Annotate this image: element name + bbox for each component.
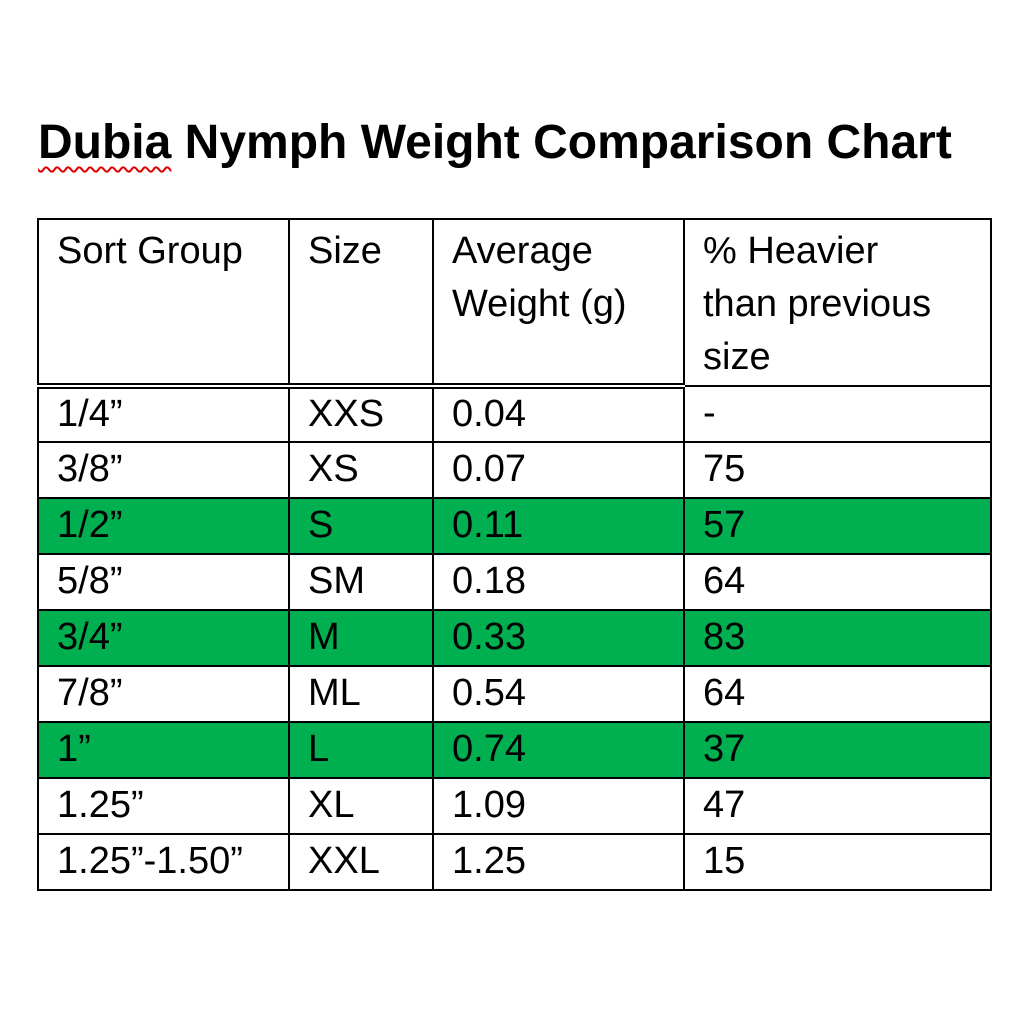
weight-comparison-table: Sort Group Size Average Weight (g) % Hea… [37, 218, 992, 891]
cell-sort-group: 3/4” [37, 608, 290, 667]
cell-sort-group: 1” [37, 720, 290, 779]
cell-sort-group: 7/8” [37, 664, 290, 723]
page-title-rest: Nymph Weight Comparison Chart [171, 116, 952, 169]
column-header-average-weight: Average Weight (g) [432, 218, 685, 389]
cell-size: L [288, 720, 434, 779]
cell-pct-heavier: 15 [683, 832, 992, 891]
cell-size: XXS [288, 384, 434, 443]
table-row: 1” L 0.74 37 [37, 720, 992, 779]
cell-sort-group: 1/2” [37, 496, 290, 555]
cell-size: ML [288, 664, 434, 723]
cell-pct-heavier: 37 [683, 720, 992, 779]
cell-pct-heavier: - [683, 384, 992, 443]
table-row: 3/8” XS 0.07 75 [37, 440, 992, 499]
cell-avg-weight: 0.54 [432, 664, 685, 723]
table-row: 1.25”-1.50” XXL 1.25 15 [37, 832, 992, 891]
header-row: Sort Group Size Average Weight (g) % Hea… [37, 218, 992, 389]
table-row: 1/2” S 0.11 57 [37, 496, 992, 555]
cell-pct-heavier: 47 [683, 776, 992, 835]
cell-sort-group: 1.25”-1.50” [37, 832, 290, 891]
table-row: 7/8” ML 0.54 64 [37, 664, 992, 723]
table-row: 5/8” SM 0.18 64 [37, 552, 992, 611]
cell-sort-group: 5/8” [37, 552, 290, 611]
table-row: 3/4” M 0.33 83 [37, 608, 992, 667]
column-header-pct-heavier: % Heavier than previous size [683, 218, 992, 387]
cell-sort-group: 3/8” [37, 440, 290, 499]
cell-avg-weight: 0.74 [432, 720, 685, 779]
cell-size: XS [288, 440, 434, 499]
cell-pct-heavier: 64 [683, 664, 992, 723]
cell-pct-heavier: 64 [683, 552, 992, 611]
cell-pct-heavier: 57 [683, 496, 992, 555]
cell-avg-weight: 0.33 [432, 608, 685, 667]
page-title: Dubia Nymph Weight Comparison Chart [38, 119, 952, 167]
cell-size: XL [288, 776, 434, 835]
column-header-sort-group: Sort Group [37, 218, 290, 389]
spellcheck-underlined-word: Dubia [38, 116, 172, 169]
cell-pct-heavier: 83 [683, 608, 992, 667]
cell-pct-heavier: 75 [683, 440, 992, 499]
table-row: 1.25” XL 1.09 47 [37, 776, 992, 835]
cell-size: M [288, 608, 434, 667]
cell-avg-weight: 1.25 [432, 832, 685, 891]
cell-avg-weight: 0.07 [432, 440, 685, 499]
cell-avg-weight: 0.11 [432, 496, 685, 555]
cell-sort-group: 1.25” [37, 776, 290, 835]
cell-sort-group: 1/4” [37, 384, 290, 443]
cell-size: S [288, 496, 434, 555]
cell-avg-weight: 1.09 [432, 776, 685, 835]
cell-avg-weight: 0.04 [432, 384, 685, 443]
column-header-size: Size [288, 218, 434, 389]
cell-size: XXL [288, 832, 434, 891]
table-row: 1/4” XXS 0.04 - [37, 384, 992, 443]
cell-avg-weight: 0.18 [432, 552, 685, 611]
cell-size: SM [288, 552, 434, 611]
